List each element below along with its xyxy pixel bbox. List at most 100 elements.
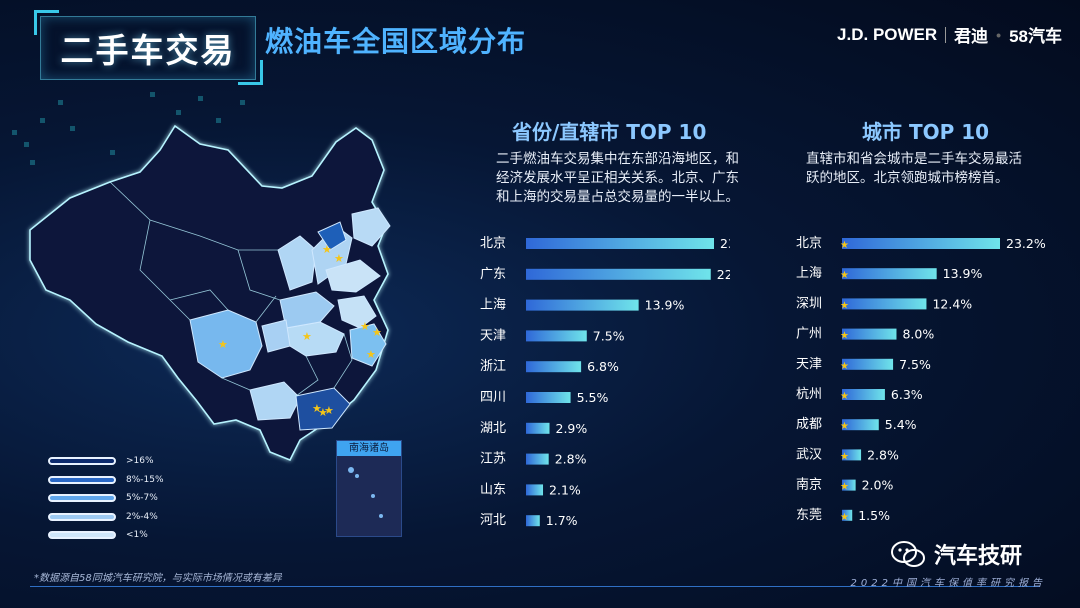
value-label: 8.0%: [902, 327, 934, 342]
value-label: 23.2%: [1006, 236, 1046, 251]
city-desc-line: 跃的地区。北京领跑城市榜榜首。: [806, 170, 1009, 186]
province-jiangsu: [337, 295, 377, 329]
province-chongqing: [261, 319, 291, 353]
bar: [526, 299, 639, 311]
value-label: 2.9%: [556, 421, 588, 436]
category-label: 上海: [480, 298, 506, 313]
city-desc-line: 直辖市和省会城市是二手车交易最活: [806, 151, 1022, 167]
province-liaoning: [351, 207, 391, 247]
bar: [842, 238, 1000, 249]
category-label: 北京: [480, 236, 506, 251]
category-label: 深圳: [796, 296, 822, 311]
legend-swatch: [48, 475, 116, 484]
wechat-watermark: 汽车技研: [890, 538, 1022, 570]
province-desc-line: 和上海的交易量占总交易量的一半以上。: [496, 189, 739, 205]
south-sea-label: 南海诸岛: [337, 441, 401, 456]
jdpower-logo: J.D. POWER: [837, 24, 938, 44]
category-label: 山东: [480, 482, 506, 497]
bar: [526, 392, 571, 403]
province-guangxi: [249, 381, 301, 421]
star-icon: ★: [840, 361, 849, 372]
star-beijing: ★: [322, 243, 332, 256]
bar: [526, 453, 549, 465]
brand-logos: J.D. POWER 君迪 • 58汽车: [837, 22, 1062, 47]
bar: [842, 268, 937, 280]
bar: [842, 419, 879, 431]
bar: [842, 358, 894, 370]
bar: [842, 449, 862, 461]
bar: [526, 330, 587, 342]
bar: [526, 515, 540, 527]
value-label: 7.5%: [593, 328, 625, 343]
city-chart-title: 城市 TOP 10: [862, 120, 990, 144]
legend-row: <1%: [48, 526, 164, 545]
value-label: 2.8%: [867, 447, 899, 462]
legend-swatch: [48, 457, 116, 466]
province-chart-title: 省份/直辖市 TOP 10: [512, 120, 707, 144]
legend-row: >16%: [48, 452, 164, 471]
legend-row: 5%-7%: [48, 489, 164, 508]
star-icon: ★: [840, 331, 849, 342]
bar: [842, 328, 897, 340]
value-label: 12.4%: [932, 296, 972, 311]
value-label: 6.8%: [587, 359, 619, 374]
legend-swatch: [48, 531, 116, 540]
star-wuhan: ★: [302, 330, 312, 343]
province-borders: [109, 181, 353, 397]
china-map: ★ ★ ★ ★ ★ ★ ★ ★ ★ ★: [12, 92, 391, 462]
star-dongguan: ★: [318, 406, 328, 419]
category-label: 南京: [796, 477, 822, 493]
south-sea-inset: 南海诸岛: [336, 440, 402, 537]
value-label: 5.4%: [885, 417, 917, 432]
value-label: 1.5%: [858, 508, 890, 523]
province-description: 二手燃油车交易集中在东部沿海地区，和 经济发展水平呈正相关关系。北京、广东 和上…: [496, 150, 739, 207]
province-sichuan: [189, 309, 263, 379]
value-label: 2.1%: [549, 482, 581, 497]
bar: [526, 484, 544, 496]
brand-dot: •: [996, 26, 1002, 43]
category-label: 武汉: [796, 447, 822, 462]
data-source-footnote: *数据源自58同城汽车研究院，与实际市场情况或有差异: [34, 573, 282, 584]
category-label: 杭州: [796, 387, 822, 402]
title-corner-br: [238, 60, 263, 85]
category-label: 广州: [796, 327, 822, 342]
star-chengdu: ★: [218, 338, 228, 351]
province-shanxi: [277, 235, 317, 291]
footer-divider: [30, 586, 1040, 587]
bar: [526, 361, 582, 373]
legend-swatch: [48, 512, 116, 521]
value-label: 13.9%: [943, 266, 983, 281]
category-label: 河北: [480, 513, 506, 528]
legend-label: 2%-4%: [126, 511, 158, 522]
star-icon: ★: [840, 421, 849, 432]
value-label: 1.7%: [546, 513, 578, 528]
value-label: 2.0%: [862, 478, 894, 493]
star-icon: ★: [840, 391, 849, 402]
category-label: 北京: [796, 236, 822, 251]
title-box: 二手车交易: [40, 16, 256, 80]
58-logo: 58汽车: [1009, 27, 1062, 46]
star-guangzhou: ★: [312, 402, 322, 415]
page-subtitle: 燃油车全国区域分布: [265, 25, 527, 58]
bar: [526, 268, 711, 280]
category-label: 天津: [480, 328, 506, 343]
star-nanjing: ★: [360, 320, 370, 333]
star-tianjin: ★: [334, 252, 344, 265]
star-icon: ★: [840, 300, 849, 311]
star-icon: ★: [840, 482, 849, 493]
province-desc-line: 二手燃油车交易集中在东部沿海地区，和: [496, 151, 739, 167]
decorative-dots: [12, 92, 245, 165]
value-label: 23.2%: [720, 236, 730, 251]
star-hangzhou: ★: [366, 348, 376, 361]
province-zhejiang: [349, 323, 387, 367]
bar: [842, 389, 885, 400]
legend-label: >16%: [126, 456, 154, 467]
china-outline: [29, 124, 389, 462]
star-shenzhen: ★: [324, 404, 334, 417]
city-description: 直辖市和省会城市是二手车交易最活 跃的地区。北京领跑城市榜榜首。: [806, 150, 1022, 188]
category-label: 江苏: [480, 451, 506, 467]
jundi-logo: 君迪: [954, 27, 989, 46]
south-sea-islands: [348, 467, 383, 518]
category-label: 广东: [480, 267, 506, 282]
wechat-icon: [891, 541, 925, 567]
